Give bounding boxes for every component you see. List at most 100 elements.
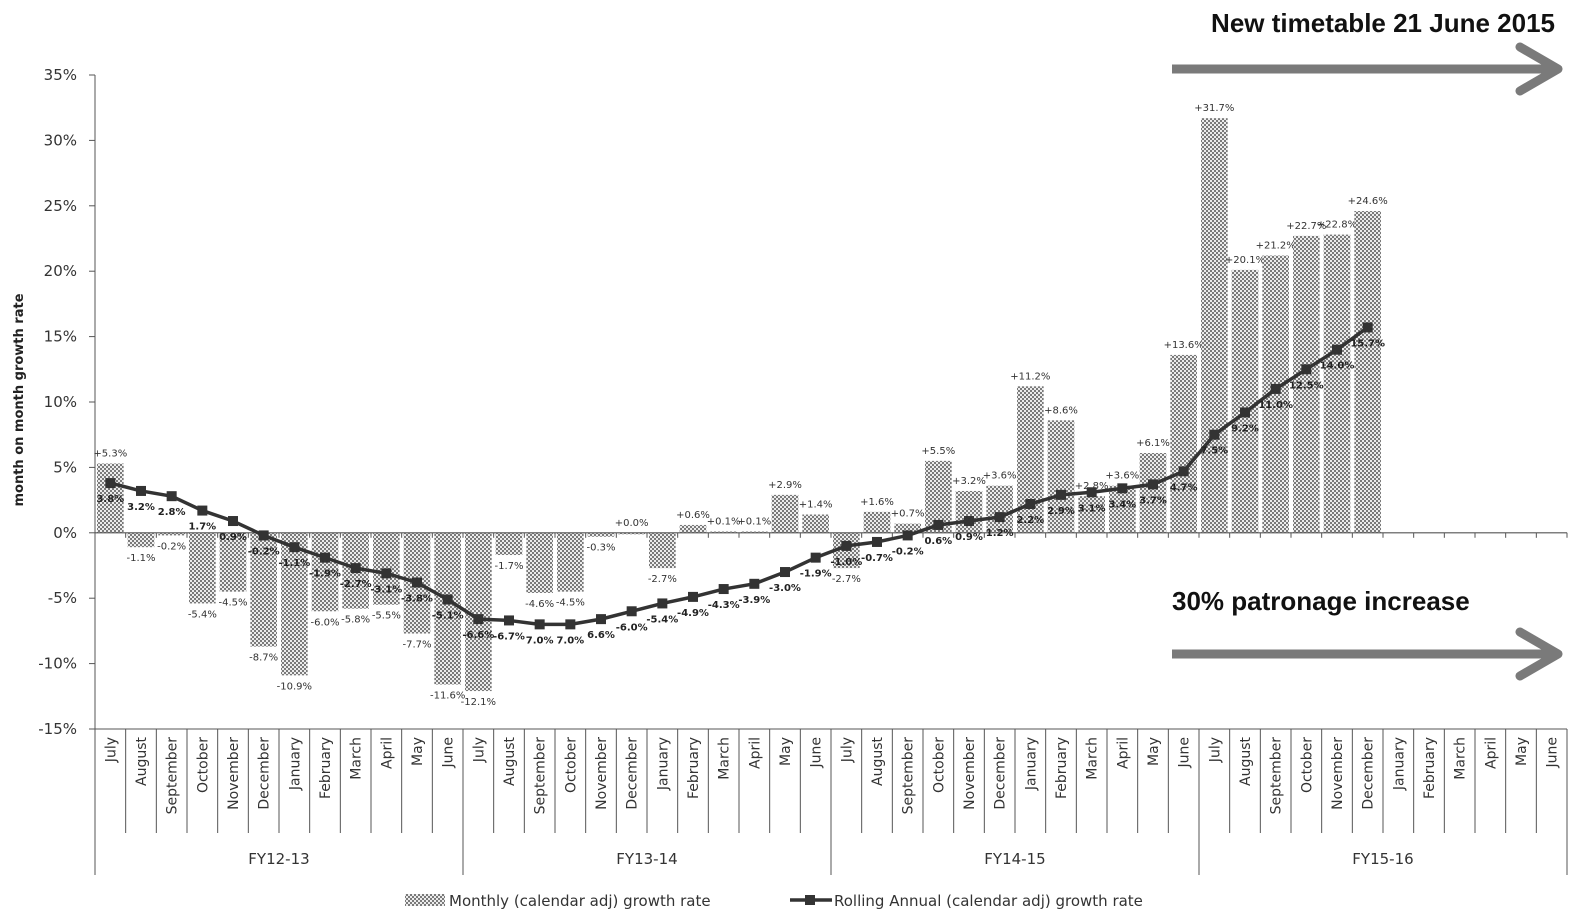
line-point (1025, 499, 1036, 510)
bar (311, 532, 339, 612)
line-point (1086, 487, 1097, 498)
x-group-label: FY14-15 (984, 850, 1045, 868)
line-data-label: 3.7% (1139, 495, 1167, 506)
line-data-label: 11.0% (1258, 400, 1293, 411)
y-axis: 35% 30% 25% 20% 15% 10% 5% 0% -5% -10% -15% (38, 66, 96, 738)
x-tick-label: February (1054, 737, 1070, 799)
line-point (810, 552, 821, 563)
legend: Monthly (calendar adj) growth rate Rolli… (405, 892, 1143, 910)
line-data-label: -4.9% (677, 608, 709, 619)
bar (1231, 269, 1259, 533)
x-tick-label: September (165, 737, 181, 815)
legend-bar-label: Monthly (calendar adj) growth rate (449, 892, 711, 910)
bar-data-label: -0.3% (586, 543, 615, 554)
line-series: 3.8%3.2% 2.8%1.7%0.9%-0.2%-1.1%-1.9%-2.7%… (96, 322, 1385, 646)
x-tick-label: January (1391, 737, 1407, 791)
line-data-label: 3.2% (127, 502, 155, 513)
line-data-label: -6.6% (462, 630, 494, 641)
line-data-label: -1.1% (278, 558, 310, 569)
line-point (1209, 429, 1220, 440)
line-point (136, 485, 146, 496)
line-point (1148, 479, 1158, 490)
x-group-label: FY13-14 (616, 850, 677, 868)
bar (863, 511, 891, 533)
bar-data-label: +22.7% (1286, 221, 1326, 232)
bar-data-label: +5.5% (921, 446, 955, 457)
line-point (1240, 407, 1250, 418)
line-point (534, 619, 545, 630)
bar (1354, 211, 1381, 533)
bar-data-label: -0.2% (157, 541, 186, 552)
bar (1139, 453, 1167, 533)
line-data-label: -5.1% (432, 611, 464, 622)
line-data-label: 4.7% (1170, 482, 1198, 493)
bar (618, 532, 645, 535)
bar (802, 514, 829, 533)
bar-data-label: +6.1% (1136, 438, 1170, 449)
line-data-label: 2.2% (1016, 515, 1044, 526)
rolling-annual-line (109, 326, 1369, 627)
line-point (1362, 322, 1373, 333)
bar-data-label: +0.1% (737, 516, 771, 527)
line-point (718, 584, 729, 595)
y-tick-label: -15% (38, 720, 77, 738)
line-point (902, 530, 913, 541)
line-point (1332, 344, 1342, 355)
line-data-label: 3.1% (1078, 503, 1106, 514)
x-tick-label: September (533, 737, 549, 815)
y-tick-label: 10% (44, 393, 77, 411)
line-data-label: 9.2% (1231, 423, 1259, 434)
annotation-patronage-increase: 30% patronage increase (1172, 586, 1470, 616)
line-data-label: -3.1% (370, 584, 402, 595)
line-data-label: 2.9% (1047, 506, 1075, 517)
x-group-label: FY12-13 (248, 850, 309, 868)
bar (158, 532, 185, 536)
x-tick-label: March (349, 737, 365, 780)
x-tick-label: August (502, 736, 518, 786)
bar-data-label: +2.8% (1075, 481, 1109, 492)
line-data-label: 7.0% (526, 635, 554, 646)
line-point (166, 491, 177, 502)
x-tick-label: July (103, 737, 119, 763)
x-tick-label: June (441, 737, 457, 769)
bar (649, 532, 676, 569)
bar (1017, 386, 1044, 533)
line-point (780, 567, 790, 578)
bar (1201, 118, 1228, 533)
x-tick-label: December (1361, 737, 1377, 810)
line-data-label: -6.0% (616, 622, 648, 633)
line-data-label: -3.8% (401, 594, 433, 605)
line-data-label: 15.7% (1350, 338, 1385, 349)
bar (127, 532, 155, 548)
line-data-label: 6.6% (587, 630, 615, 641)
bar (281, 532, 308, 676)
bar (1170, 354, 1197, 533)
bar-data-label: +31.7% (1194, 103, 1234, 114)
bar-data-label: -12.1% (461, 697, 496, 708)
x-tick-label: December (993, 737, 1009, 810)
x-tick-label: April (1483, 737, 1499, 769)
bar-data-label: -5.8% (341, 615, 370, 626)
bar (1293, 235, 1320, 533)
line-point (105, 478, 116, 489)
bar-data-label: -11.6% (430, 691, 465, 702)
x-tick-label: October (563, 737, 579, 793)
line-point (565, 619, 576, 630)
line-data-label: -0.2% (248, 546, 280, 557)
line-data-label: 1.7% (188, 522, 216, 533)
x-tick-label: March (1453, 737, 1469, 780)
line-point (412, 577, 422, 588)
line-data-label: -6.7% (493, 631, 525, 642)
x-tick-label: September (1269, 737, 1285, 815)
line-data-label: -1.9% (800, 569, 832, 580)
line-point (504, 615, 514, 626)
line-data-label: -0.2% (892, 546, 924, 557)
line-data-label: 12.5% (1289, 380, 1324, 391)
bar-data-label: -4.5% (556, 598, 585, 609)
x-tick-label: September (901, 737, 917, 815)
bar (1109, 485, 1136, 533)
legend-line-marker (805, 895, 815, 905)
line-point (596, 614, 606, 625)
line-point (1178, 466, 1189, 477)
